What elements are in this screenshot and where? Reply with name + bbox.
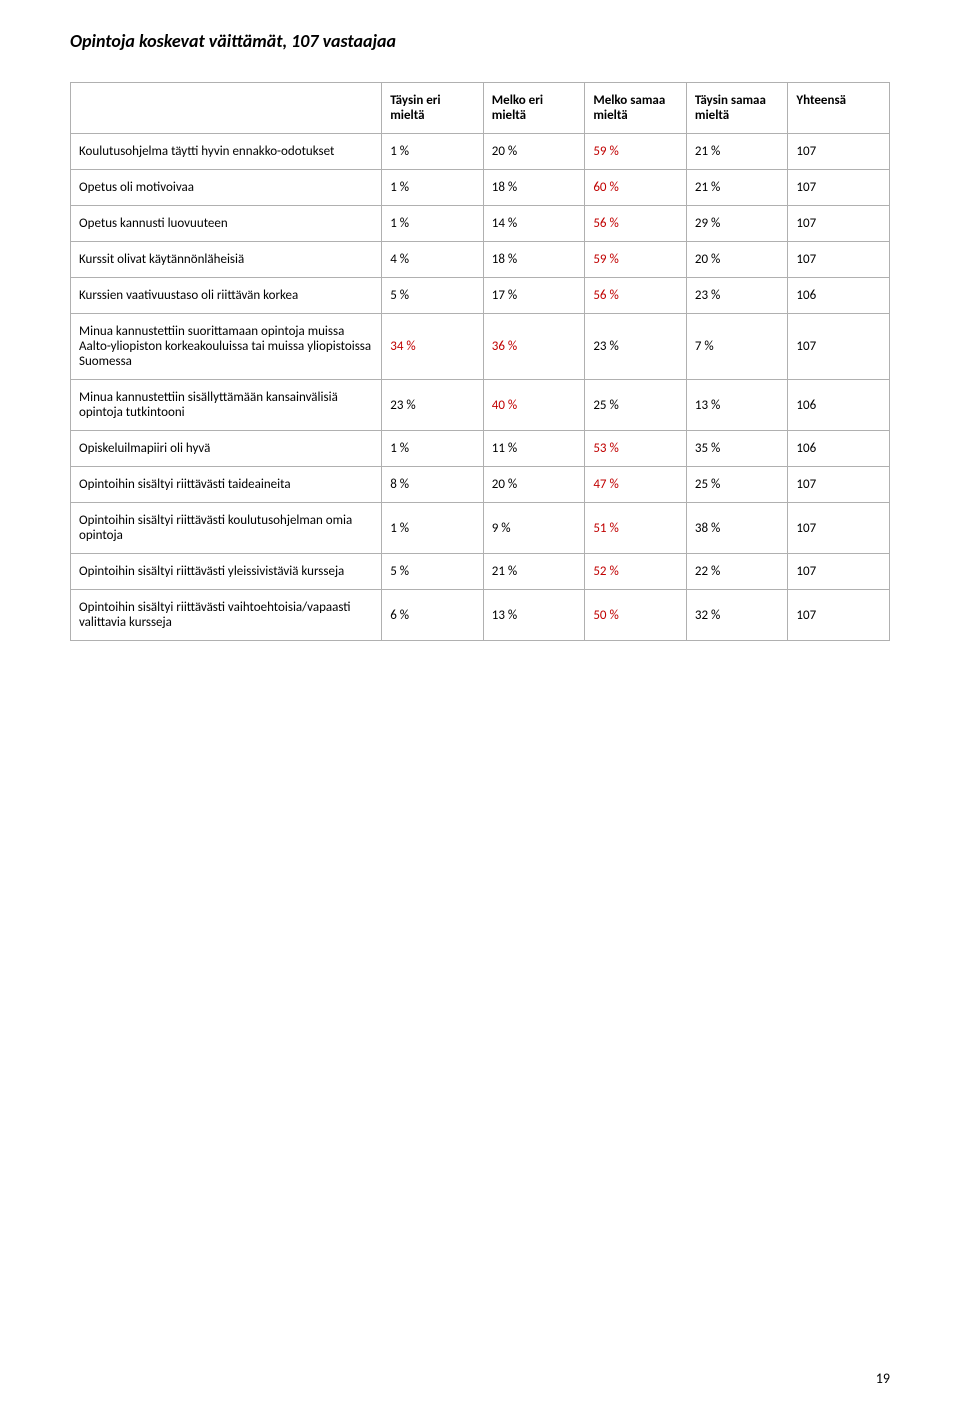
row-cell: 5 % bbox=[382, 554, 484, 590]
row-cell: 38 % bbox=[686, 503, 788, 554]
table-header-col: Yhteensä bbox=[788, 83, 890, 134]
row-cell: 59 % bbox=[585, 134, 687, 170]
row-cell: 107 bbox=[788, 590, 890, 641]
row-cell: 106 bbox=[788, 278, 890, 314]
row-cell: 21 % bbox=[483, 554, 585, 590]
row-cell: 18 % bbox=[483, 170, 585, 206]
table-header-col: Melko samaa mieltä bbox=[585, 83, 687, 134]
row-cell: 34 % bbox=[382, 314, 484, 380]
row-cell: 22 % bbox=[686, 554, 788, 590]
row-cell: 107 bbox=[788, 134, 890, 170]
row-cell: 32 % bbox=[686, 590, 788, 641]
row-label: Kurssit olivat käytännönläheisiä bbox=[71, 242, 382, 278]
table-row: Opintoihin sisältyi riittävästi koulutus… bbox=[71, 503, 890, 554]
table-row: Opetus kannusti luovuuteen1 %14 %56 %29 … bbox=[71, 206, 890, 242]
table-row: Opiskeluilmapiiri oli hyvä1 %11 %53 %35 … bbox=[71, 431, 890, 467]
row-cell: 8 % bbox=[382, 467, 484, 503]
row-cell: 23 % bbox=[686, 278, 788, 314]
table-row: Opintoihin sisältyi riittävästi vaihtoeh… bbox=[71, 590, 890, 641]
row-cell: 21 % bbox=[686, 170, 788, 206]
row-cell: 56 % bbox=[585, 278, 687, 314]
row-cell: 23 % bbox=[585, 314, 687, 380]
row-cell: 1 % bbox=[382, 134, 484, 170]
row-cell: 1 % bbox=[382, 170, 484, 206]
row-cell: 107 bbox=[788, 467, 890, 503]
row-cell: 40 % bbox=[483, 380, 585, 431]
row-cell: 59 % bbox=[585, 242, 687, 278]
table-header-col: Täysin samaa mieltä bbox=[686, 83, 788, 134]
row-cell: 107 bbox=[788, 503, 890, 554]
row-cell: 36 % bbox=[483, 314, 585, 380]
row-label: Minua kannustettiin sisällyttämään kansa… bbox=[71, 380, 382, 431]
row-label: Opetus kannusti luovuuteen bbox=[71, 206, 382, 242]
row-cell: 14 % bbox=[483, 206, 585, 242]
row-cell: 7 % bbox=[686, 314, 788, 380]
row-label: Opintoihin sisältyi riittävästi yleissiv… bbox=[71, 554, 382, 590]
row-cell: 106 bbox=[788, 380, 890, 431]
row-cell: 29 % bbox=[686, 206, 788, 242]
row-cell: 107 bbox=[788, 206, 890, 242]
row-label: Opetus oli motivoivaa bbox=[71, 170, 382, 206]
table-header-row: Täysin eri mieltäMelko eri mieltäMelko s… bbox=[71, 83, 890, 134]
row-cell: 21 % bbox=[686, 134, 788, 170]
row-label: Koulutusohjelma täytti hyvin ennakko-odo… bbox=[71, 134, 382, 170]
row-cell: 35 % bbox=[686, 431, 788, 467]
row-cell: 23 % bbox=[382, 380, 484, 431]
row-cell: 20 % bbox=[686, 242, 788, 278]
row-label: Opintoihin sisältyi riittävästi koulutus… bbox=[71, 503, 382, 554]
row-cell: 107 bbox=[788, 170, 890, 206]
row-cell: 51 % bbox=[585, 503, 687, 554]
survey-table: Täysin eri mieltäMelko eri mieltäMelko s… bbox=[70, 82, 890, 641]
row-cell: 53 % bbox=[585, 431, 687, 467]
row-cell: 9 % bbox=[483, 503, 585, 554]
row-cell: 25 % bbox=[686, 467, 788, 503]
table-row: Kurssien vaativuustaso oli riittävän kor… bbox=[71, 278, 890, 314]
row-cell: 20 % bbox=[483, 467, 585, 503]
table-row: Minua kannustettiin sisällyttämään kansa… bbox=[71, 380, 890, 431]
row-label: Opintoihin sisältyi riittävästi taideain… bbox=[71, 467, 382, 503]
row-cell: 1 % bbox=[382, 503, 484, 554]
row-cell: 106 bbox=[788, 431, 890, 467]
table-row: Opetus oli motivoivaa1 %18 %60 %21 %107 bbox=[71, 170, 890, 206]
row-label: Opintoihin sisältyi riittävästi vaihtoeh… bbox=[71, 590, 382, 641]
page-title: Opintoja koskevat väittämät, 107 vastaaj… bbox=[70, 30, 890, 52]
page-number: 19 bbox=[876, 1370, 890, 1387]
row-cell: 107 bbox=[788, 242, 890, 278]
row-cell: 60 % bbox=[585, 170, 687, 206]
row-cell: 18 % bbox=[483, 242, 585, 278]
row-cell: 20 % bbox=[483, 134, 585, 170]
row-cell: 5 % bbox=[382, 278, 484, 314]
row-cell: 47 % bbox=[585, 467, 687, 503]
row-cell: 107 bbox=[788, 554, 890, 590]
row-cell: 1 % bbox=[382, 431, 484, 467]
row-cell: 11 % bbox=[483, 431, 585, 467]
table-row: Koulutusohjelma täytti hyvin ennakko-odo… bbox=[71, 134, 890, 170]
row-cell: 4 % bbox=[382, 242, 484, 278]
row-cell: 17 % bbox=[483, 278, 585, 314]
row-label: Kurssien vaativuustaso oli riittävän kor… bbox=[71, 278, 382, 314]
row-cell: 25 % bbox=[585, 380, 687, 431]
row-cell: 1 % bbox=[382, 206, 484, 242]
row-label: Minua kannustettiin suorittamaan opintoj… bbox=[71, 314, 382, 380]
table-row: Opintoihin sisältyi riittävästi taideain… bbox=[71, 467, 890, 503]
row-cell: 50 % bbox=[585, 590, 687, 641]
table-header-col: Melko eri mieltä bbox=[483, 83, 585, 134]
row-label: Opiskeluilmapiiri oli hyvä bbox=[71, 431, 382, 467]
table-row: Kurssit olivat käytännönläheisiä4 %18 %5… bbox=[71, 242, 890, 278]
row-cell: 56 % bbox=[585, 206, 687, 242]
row-cell: 52 % bbox=[585, 554, 687, 590]
table-row: Minua kannustettiin suorittamaan opintoj… bbox=[71, 314, 890, 380]
row-cell: 6 % bbox=[382, 590, 484, 641]
row-cell: 13 % bbox=[686, 380, 788, 431]
table-header-col: Täysin eri mieltä bbox=[382, 83, 484, 134]
table-row: Opintoihin sisältyi riittävästi yleissiv… bbox=[71, 554, 890, 590]
row-cell: 13 % bbox=[483, 590, 585, 641]
row-cell: 107 bbox=[788, 314, 890, 380]
table-header-label bbox=[71, 83, 382, 134]
